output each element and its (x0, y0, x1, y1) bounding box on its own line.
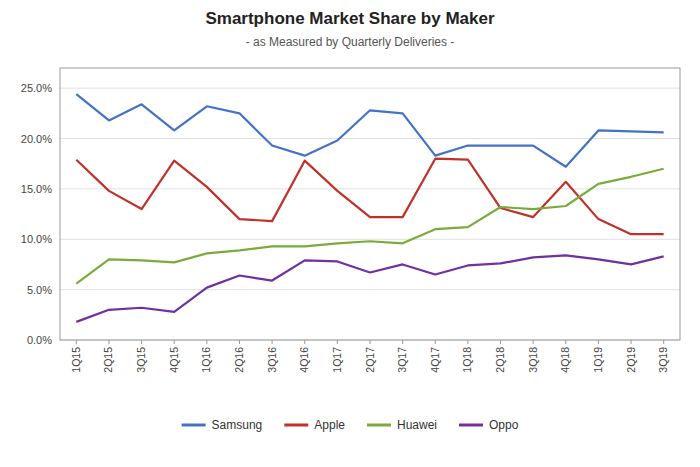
legend-swatch (182, 424, 206, 427)
x-tick (76, 340, 77, 344)
x-tick (598, 340, 599, 344)
lines (76, 94, 663, 322)
x-tick-label: 1Q18 (461, 347, 473, 373)
x-tick-label: 4Q15 (168, 347, 180, 373)
x-tick-label: 4Q16 (298, 347, 310, 373)
y-tick-label: 25.0% (21, 82, 52, 94)
legend-label: Huawei (397, 418, 437, 432)
x-tick-label: 2Q17 (364, 347, 376, 373)
x-tick (141, 340, 142, 344)
x-tick (500, 340, 501, 344)
x-tick-label: 3Q16 (266, 347, 278, 373)
x-axis: 1Q15 2Q15 3Q15 4Q15 1Q16 2Q16 3Q16 4Q16 1Q17 2Q17… (70, 340, 669, 373)
title: Smartphone Market Share by Maker (205, 9, 494, 28)
x-tick-label: 1Q17 (331, 347, 343, 373)
plot-frame (60, 68, 680, 340)
x-tick (174, 340, 175, 344)
x-tick-label: 4Q18 (559, 347, 571, 373)
x-tick-label: 3Q19 (657, 347, 669, 373)
x-tick (402, 340, 403, 344)
x-tick (631, 340, 632, 344)
y-tick-label: 20.0% (21, 133, 52, 145)
x-tick (467, 340, 468, 344)
x-tick (370, 340, 371, 344)
x-tick-label: 1Q15 (70, 347, 82, 373)
y-tick-label: 5.0% (27, 284, 52, 296)
y-tick-label: 0.0% (27, 334, 52, 346)
chart: Smartphone Market Share by Maker - as Mea… (0, 0, 700, 467)
legend-item: Oppo (459, 418, 519, 432)
x-tick-label: 4Q17 (429, 347, 441, 373)
legend-swatch (284, 424, 308, 427)
legend-swatch (367, 424, 391, 427)
subtitle: - as Measured by Quarterly Deliveries - (246, 35, 455, 49)
legend-label: Oppo (489, 418, 519, 432)
legend: Samsung Apple Huawei Oppo (182, 418, 519, 432)
x-tick-label: 3Q18 (527, 347, 539, 373)
x-tick (239, 340, 240, 344)
x-tick-label: 3Q15 (135, 347, 147, 373)
x-tick (337, 340, 338, 344)
x-tick-label: 1Q19 (592, 347, 604, 373)
legend-item: Samsung (182, 418, 263, 432)
x-tick (663, 340, 664, 344)
x-tick-label: 2Q19 (625, 347, 637, 373)
y-tick-label: 15.0% (21, 183, 52, 195)
x-tick (206, 340, 207, 344)
x-tick (108, 340, 109, 344)
legend-label: Samsung (212, 418, 263, 432)
series-line (76, 255, 663, 321)
y-tick-label: 10.0% (21, 233, 52, 245)
x-tick (272, 340, 273, 344)
legend-label: Apple (314, 418, 345, 432)
x-tick (435, 340, 436, 344)
x-tick (533, 340, 534, 344)
x-tick (565, 340, 566, 344)
x-tick-label: 2Q18 (494, 347, 506, 373)
series-line (76, 159, 663, 235)
grid-line (60, 88, 680, 89)
x-tick-label: 1Q16 (200, 347, 212, 373)
x-tick (304, 340, 305, 344)
series-line (76, 94, 663, 167)
grid-line (60, 289, 680, 290)
series-line (76, 169, 663, 284)
y-axis: 0.0% 5.0% 10.0% 15.0% 20.0% 25.0% (21, 82, 680, 346)
grid-line (60, 239, 680, 240)
grid-line (60, 138, 680, 139)
x-tick-label: 2Q16 (233, 347, 245, 373)
x-tick-label: 3Q17 (396, 347, 408, 373)
legend-swatch (459, 424, 483, 427)
grid-line (60, 188, 680, 189)
x-tick-label: 2Q15 (102, 347, 114, 373)
legend-item: Huawei (367, 418, 437, 432)
legend-item: Apple (284, 418, 345, 432)
